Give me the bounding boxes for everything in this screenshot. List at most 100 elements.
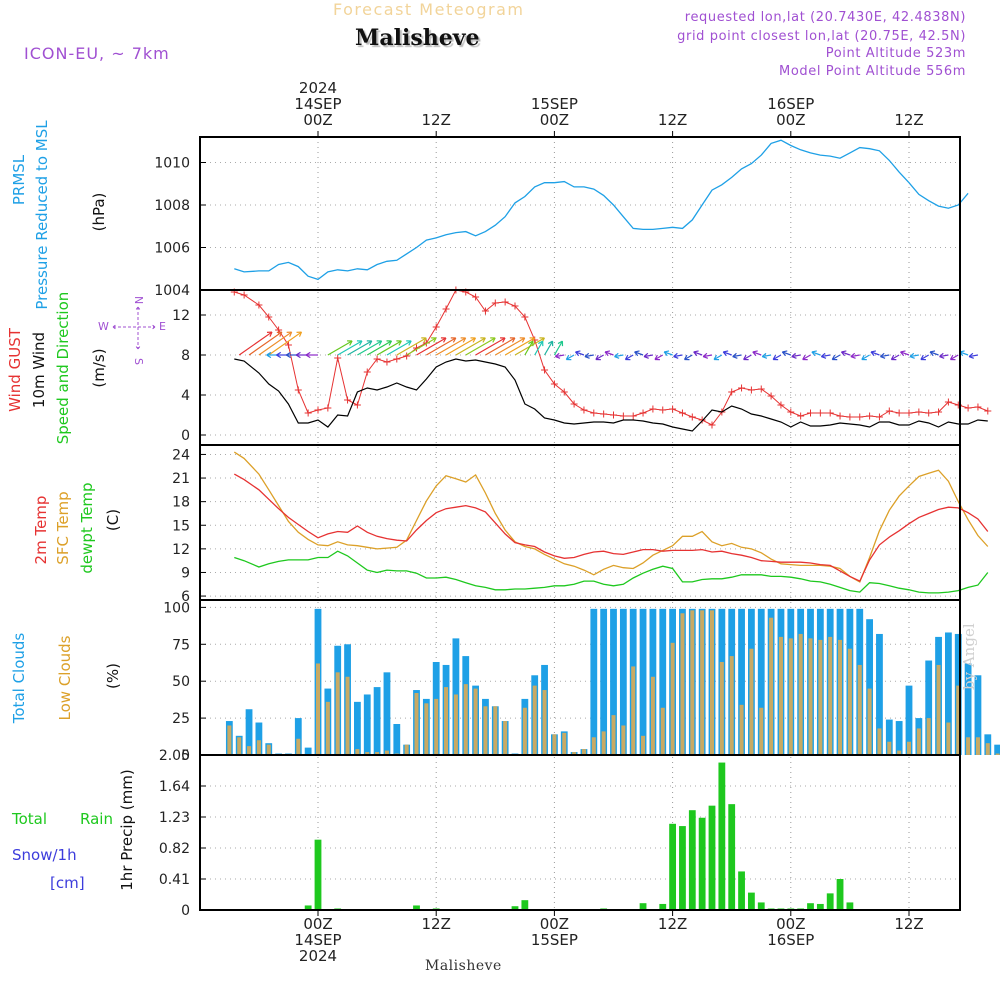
low-cloud-bar <box>325 701 330 755</box>
wind-direction-arrow <box>891 354 900 361</box>
bottom-time-label: 00Z <box>540 915 569 933</box>
precip-ytick-label: 0 <box>181 903 190 919</box>
gust-marker <box>255 301 263 309</box>
pressure-label-1: PRMSL <box>10 154 28 205</box>
wind-arrowhead <box>939 352 945 359</box>
wind-arrowhead <box>266 331 273 337</box>
dewpt-label: dewpt Temp <box>78 482 96 573</box>
wind-unit: (m/s) <box>90 348 108 387</box>
precip-ytick-label: 0.82 <box>159 841 190 857</box>
gust-marker <box>570 400 578 408</box>
low-cloud-bar <box>562 732 567 755</box>
top-time-label: 12Z <box>658 111 687 129</box>
precip-bar <box>639 903 647 910</box>
precip-bar <box>836 879 844 910</box>
wind-arrowhead <box>654 354 660 361</box>
gust-marker <box>678 409 686 417</box>
total-cloud-bar <box>905 685 913 755</box>
low-cloud-bar <box>227 725 232 755</box>
total-cloud-bar <box>738 608 745 755</box>
pressure-ytick-label: 1004 <box>154 283 190 299</box>
low-cloud-bar <box>719 662 724 755</box>
pressure-ytick-label: 1008 <box>154 198 190 214</box>
wind-arrowhead <box>366 340 373 346</box>
gust-marker <box>915 408 923 416</box>
wind-arrowhead <box>500 337 506 343</box>
precip-bar <box>757 902 765 910</box>
wind-direction-arrow <box>802 354 811 361</box>
low-cloud-bar <box>838 639 843 755</box>
top-time-label: 15SEP <box>531 95 578 113</box>
wind-direction-arrow <box>327 340 353 356</box>
low-cloud-bar <box>985 743 990 755</box>
low-cloud-bar <box>365 752 370 755</box>
temp-unit: (C) <box>104 509 122 531</box>
top-time-label: 00Z <box>303 111 332 129</box>
gust-marker <box>501 298 509 306</box>
compass-north: N <box>132 296 145 304</box>
wind-direction-arrow <box>634 351 644 356</box>
snow-unit: [cm] <box>50 874 85 892</box>
wind-direction-arrow <box>555 354 565 358</box>
wind-arrowhead <box>376 340 383 346</box>
low-cloud-bar <box>907 741 911 755</box>
gust-marker <box>629 412 637 420</box>
rain-label: Rain <box>80 810 113 828</box>
precip-bar <box>816 903 824 910</box>
wind-direction-arrow <box>920 354 930 361</box>
low-cloud-bar <box>384 750 389 755</box>
total-cloud-bar <box>895 721 903 755</box>
wind-arrowhead <box>880 352 886 359</box>
pressure-label-2: Pressure Reduced to MSL <box>33 120 51 310</box>
wind-arrowhead <box>554 352 561 359</box>
low-cloud-bar <box>375 752 380 755</box>
precip-bar <box>698 817 706 910</box>
total-cloud-bar <box>383 672 391 755</box>
clouds-ytick-label: 25 <box>172 711 190 727</box>
wind-arrowhead <box>305 351 311 359</box>
low-cloud-bar <box>404 744 409 755</box>
gust-marker <box>284 341 292 349</box>
clouds-frame <box>199 599 961 756</box>
low-cloud-bar <box>995 753 1000 755</box>
low-cloud-bar <box>296 738 301 755</box>
wind-arrowhead <box>604 350 611 357</box>
wind-arrowhead <box>870 350 877 357</box>
temperature-frame <box>199 444 961 601</box>
gust-marker <box>797 412 805 420</box>
low-cloud-bar <box>798 633 803 755</box>
wind-arrowhead <box>900 350 906 357</box>
wind-arrowhead <box>890 354 897 361</box>
wind-arrowhead <box>276 351 282 359</box>
wind-panel <box>230 286 992 432</box>
low-cloud-bar <box>769 617 774 755</box>
wind-arrowhead <box>490 337 496 343</box>
total-cloud-bar <box>876 633 883 755</box>
total-cloud-bar <box>393 724 401 755</box>
wind-arrowhead <box>752 350 758 357</box>
wind-direction-arrow <box>366 340 392 356</box>
wind-direction-arrow <box>870 351 880 356</box>
gust-marker <box>610 411 617 419</box>
precip-panel <box>304 762 854 910</box>
total-cloud-bar <box>659 608 667 755</box>
wind-arrowhead <box>722 350 729 357</box>
wind-arrowhead <box>538 340 544 347</box>
wind-direction-arrow <box>880 354 890 358</box>
wind-direction-arrow <box>663 351 673 356</box>
wind-direction-arrow <box>654 354 664 361</box>
gust-marker <box>856 413 864 421</box>
wind-arrowhead <box>743 354 749 361</box>
wind-arrowhead <box>761 352 768 359</box>
total-cloud-bar <box>245 709 253 755</box>
precip-bar <box>669 823 676 910</box>
gust-marker <box>669 405 677 413</box>
wind-arrowhead <box>450 337 457 343</box>
model-altitude: Model Point Altitude 556m <box>779 64 966 79</box>
wind-arrowhead <box>663 350 670 357</box>
wind-direction-arrow <box>376 340 402 356</box>
precip-bar <box>688 810 696 910</box>
wind-arrowhead <box>968 352 974 359</box>
total-cloud-bar <box>590 608 598 755</box>
gust-marker <box>866 412 874 420</box>
